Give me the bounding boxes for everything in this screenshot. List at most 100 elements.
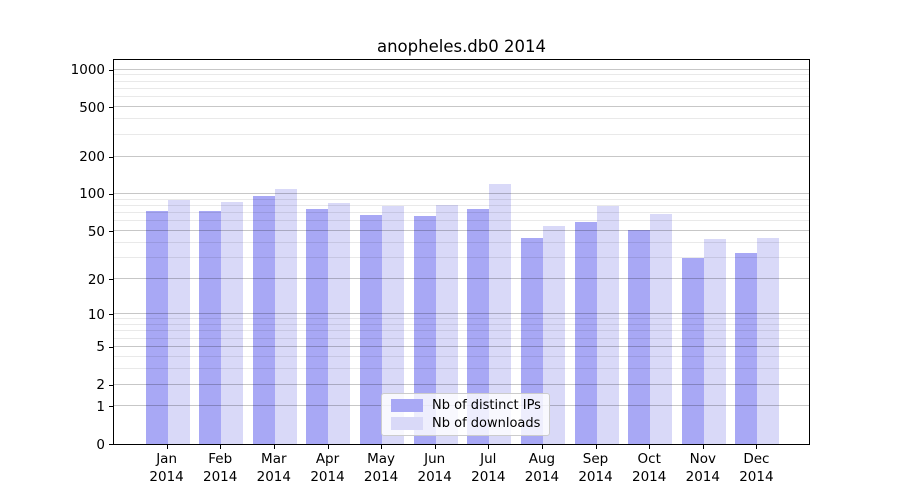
bar-distinct-ips-apr [306,209,329,444]
y-tick-mark [109,384,113,386]
x-tick-month: Oct [637,451,661,467]
bars-layer [114,60,809,444]
x-tick-month: Jan [156,451,177,467]
x-tick-mark [649,445,651,449]
y-tick-mark [109,107,113,109]
bar-downloads-aug [542,225,565,444]
bar-distinct-ips-jan [145,210,168,444]
bar-distinct-ips-jun [413,216,436,444]
y-tick-label: 100 [79,186,105,203]
y-tick-label: 10 [87,306,105,323]
x-tick-label: Jun 2014 [406,451,464,486]
y-tick-mark [109,279,113,280]
bar-downloads-jan [167,200,190,444]
bar-downloads-feb [221,202,244,444]
legend-swatch-distinct-ips [391,399,423,413]
x-tick-year: 2014 [524,468,560,485]
y-tick-label: 1000 [70,62,105,79]
bar-distinct-ips-oct [628,229,651,444]
bar-distinct-ips-may [360,214,383,444]
x-tick-label: Oct 2014 [620,451,678,486]
y-tick-mark [109,231,113,232]
x-tick-year: 2014 [256,468,291,485]
x-tick-label: May 2014 [352,451,410,486]
x-tick-month: Jun [424,451,446,467]
x-tick-year: 2014 [417,468,452,485]
bar-distinct-ips-sep [574,222,597,444]
x-tick-month: May [367,451,396,467]
chart-title: anopheles.db0 2014 [376,37,546,56]
x-tick-mark [595,445,597,449]
bar-distinct-ips-mar [252,196,275,444]
x-tick-label: Jul 2014 [459,451,517,486]
x-tick-mark [166,445,168,449]
y-tick-mark [109,406,113,408]
x-tick-mark [434,445,436,449]
x-tick-label: Feb 2014 [191,451,249,486]
bar-downloads-oct [650,213,673,444]
bar-distinct-ips-feb [199,210,222,444]
bar-downloads-dec [757,237,780,444]
x-tick-year: 2014 [739,468,774,485]
x-tick-month: Nov [689,451,716,467]
x-tick-year: 2014 [203,468,238,485]
x-tick-label: Mar 2014 [245,451,303,486]
x-tick-label: Jan 2014 [138,451,196,486]
x-tick-mark [541,445,543,449]
x-tick-month: Dec [743,451,770,467]
x-tick-label: Dec 2014 [727,451,785,486]
bar-downloads-jun [435,204,458,444]
y-tick-mark [109,346,113,348]
x-tick-month: Jul [480,451,497,467]
x-tick-label: Sep 2014 [567,451,625,486]
bar-distinct-ips-jul [467,208,490,444]
x-tick-mark [756,445,758,449]
y-tick-mark [109,314,113,316]
legend-swatch-downloads [391,416,423,430]
y-tick-mark [109,444,113,445]
x-tick-mark [220,445,222,449]
bar-downloads-nov [703,239,726,444]
legend: Nb of distinct IPs Nb of downloads [381,393,550,436]
legend-label-downloads: Nb of downloads [432,415,541,431]
x-tick-mark [488,445,490,449]
x-tick-month: Feb [208,451,233,467]
legend-label-distinct-ips: Nb of distinct IPs [432,398,541,414]
bar-distinct-ips-nov [681,257,704,444]
x-tick-year: 2014 [471,468,506,485]
y-tick-mark [109,156,113,158]
x-tick-mark [273,445,275,449]
bar-distinct-ips-dec [735,252,758,444]
x-tick-month: Sep [582,451,609,467]
legend-item-distinct-ips: Nb of distinct IPs [391,397,541,415]
x-tick-label: Aug 2014 [513,451,571,486]
x-tick-mark [327,445,329,449]
y-tick-label: 20 [87,271,105,288]
x-tick-year: 2014 [632,468,667,485]
x-tick-mark [381,445,383,449]
y-tick-label: 5 [96,339,105,356]
y-tick-label: 0 [96,436,105,453]
bar-downloads-apr [328,202,351,444]
plot-area: Nb of distinct IPs Nb of downloads [113,59,810,445]
y-tick-mark [109,69,113,71]
y-tick-label: 500 [79,99,105,116]
bar-downloads-mar [274,189,297,444]
x-tick-label: Apr 2014 [299,451,357,486]
bar-downloads-jul [489,184,512,444]
x-tick-year: 2014 [578,468,613,485]
x-tick-year: 2014 [149,468,184,485]
x-tick-year: 2014 [310,468,345,485]
x-tick-year: 2014 [685,468,720,485]
y-tick-label: 200 [79,149,105,166]
x-tick-month: Apr [315,451,340,467]
x-tick-mark [702,445,704,449]
y-tick-mark [109,193,113,195]
y-tick-label: 2 [96,377,105,393]
bar-distinct-ips-aug [520,237,543,444]
x-tick-month: Aug [528,451,556,467]
y-tick-label: 50 [87,223,105,240]
bar-downloads-sep [596,205,619,444]
x-tick-label: Nov 2014 [674,451,732,486]
